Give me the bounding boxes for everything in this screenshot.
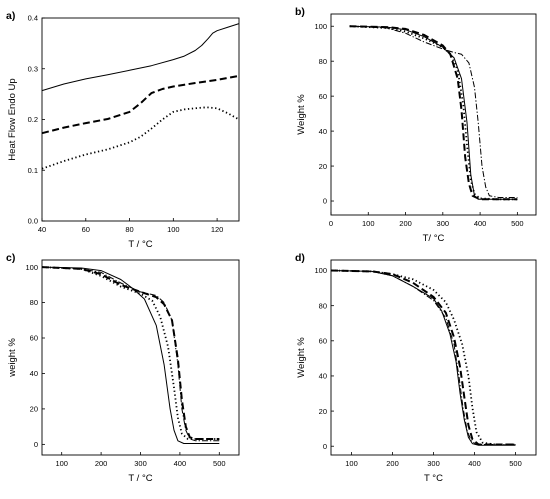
x-axis-label: T / °C xyxy=(128,239,152,250)
series-line-dashdot xyxy=(349,25,518,198)
y-axis-label: Heat Flow Endo Up xyxy=(7,78,18,160)
x-tick-label: 300 xyxy=(437,219,450,228)
chart-panel: 40 60 80 100 120 0.0 0.1 0.2 0.3 0.4 T / °C Heat Fl… xyxy=(6,10,240,250)
y-tick-label: 100 xyxy=(314,22,327,31)
chart-panel: 100 200 300 400 500 0 20 40 60 80 100 T / °C weight … xyxy=(6,252,240,484)
y-tick-label: 0 xyxy=(323,442,327,451)
plot-frame xyxy=(41,17,240,222)
y-tick-label: 20 xyxy=(319,162,327,171)
y-axis-label: Weight % xyxy=(296,94,307,135)
y-tick-label: 20 xyxy=(319,407,327,416)
series-line-dotted xyxy=(41,266,220,440)
y-tick-label: 80 xyxy=(319,301,327,310)
panel-label: d) xyxy=(295,252,305,264)
series-line-dashdot xyxy=(41,266,220,442)
y-tick-label: 60 xyxy=(319,92,327,101)
chart-panel: 0 100 200 300 400 500 0 20 40 60 80 100 T/ °C Weight … xyxy=(295,6,537,244)
y-tick-label: 60 xyxy=(319,337,327,346)
plot-frame xyxy=(330,13,537,216)
series-line-solid xyxy=(330,270,516,446)
x-tick-label: 120 xyxy=(211,225,224,234)
y-tick-label: 60 xyxy=(30,334,38,343)
x-axis-label: T / °C xyxy=(128,473,152,484)
x-tick-label: 500 xyxy=(509,459,522,468)
series-line-dotted xyxy=(330,269,516,446)
series-line-dashed xyxy=(349,25,518,201)
y-tick-label: 100 xyxy=(314,266,327,275)
x-tick-label: 300 xyxy=(134,459,147,468)
plot-frame xyxy=(41,259,240,456)
y-tick-label: 0.3 xyxy=(28,64,38,73)
series-line-dashed xyxy=(330,269,516,446)
panel-label: c) xyxy=(6,252,15,264)
x-axis-label: T/ °C xyxy=(423,233,445,244)
x-tick-label: 0 xyxy=(329,219,333,228)
y-tick-label: 0.1 xyxy=(28,166,38,175)
y-tick-label: 0.2 xyxy=(28,115,38,124)
panel-label: b) xyxy=(295,6,305,18)
x-tick-label: 200 xyxy=(95,459,108,468)
series-line-solid xyxy=(41,266,220,444)
y-axis-label: weight % xyxy=(7,338,18,378)
y-tick-label: 40 xyxy=(319,372,327,381)
series-line-solid xyxy=(349,25,518,200)
y-axis-label: Weight % xyxy=(296,337,307,378)
x-tick-label: 100 xyxy=(362,219,375,228)
x-tick-label: 500 xyxy=(511,219,524,228)
series-line-dotted xyxy=(349,25,518,201)
x-tick-label: 100 xyxy=(345,459,358,468)
x-tick-label: 80 xyxy=(125,225,133,234)
x-tick-label: 60 xyxy=(82,225,90,234)
x-tick-label: 40 xyxy=(38,225,46,234)
series-line-dotted xyxy=(41,106,240,170)
y-tick-label: 40 xyxy=(30,369,38,378)
x-tick-label: 200 xyxy=(386,459,399,468)
x-tick-label: 100 xyxy=(55,459,68,468)
y-tick-label: 80 xyxy=(319,57,327,66)
series-line-dashdot xyxy=(330,270,516,445)
y-tick-label: 100 xyxy=(25,263,38,272)
chart-panel: 100 200 300 400 500 0 20 40 60 80 100 T °C Weight % d… xyxy=(295,252,537,484)
y-tick-label: 0.0 xyxy=(28,217,38,226)
x-tick-label: 400 xyxy=(474,219,487,228)
x-tick-label: 300 xyxy=(427,459,440,468)
series-line-solid xyxy=(41,23,240,92)
y-tick-label: 0 xyxy=(34,440,38,449)
panel-label: a) xyxy=(6,10,15,22)
x-tick-label: 500 xyxy=(213,459,226,468)
x-axis-label: T °C xyxy=(424,473,443,484)
x-tick-label: 400 xyxy=(468,459,481,468)
series-line-dashed xyxy=(41,266,220,440)
x-tick-label: 100 xyxy=(167,225,180,234)
y-tick-label: 0 xyxy=(323,197,327,206)
x-tick-label: 400 xyxy=(174,459,187,468)
y-tick-label: 40 xyxy=(319,127,327,136)
x-tick-label: 200 xyxy=(399,219,412,228)
y-tick-label: 0.4 xyxy=(28,14,38,23)
y-tick-label: 20 xyxy=(30,405,38,414)
y-tick-label: 80 xyxy=(30,298,38,307)
series-line-dashed xyxy=(41,74,240,135)
